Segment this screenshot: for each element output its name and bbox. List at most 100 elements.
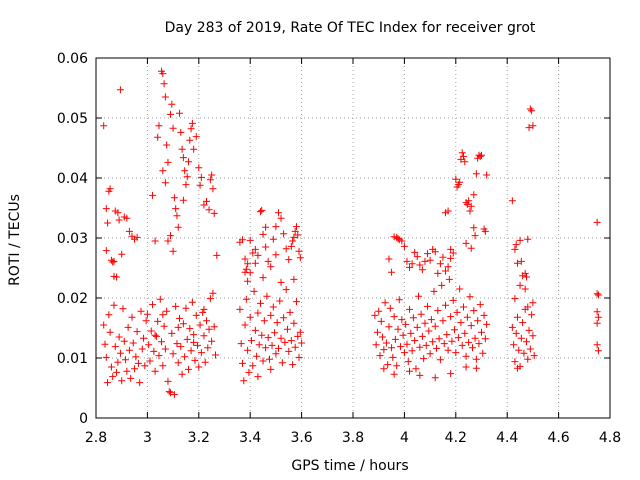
data-point xyxy=(431,322,439,330)
data-point xyxy=(242,295,250,303)
data-point xyxy=(470,224,478,232)
data-point xyxy=(173,212,181,220)
data-point xyxy=(436,356,444,364)
data-point xyxy=(154,317,162,325)
data-point xyxy=(442,267,450,275)
data-point xyxy=(462,352,470,360)
data-point xyxy=(411,337,419,345)
data-point xyxy=(400,242,408,250)
data-point xyxy=(161,345,169,353)
data-point xyxy=(439,317,447,325)
data-point xyxy=(290,233,298,241)
data-point xyxy=(194,341,202,349)
data-point xyxy=(120,337,128,345)
data-point xyxy=(150,347,158,355)
data-point xyxy=(452,349,460,357)
data-point xyxy=(403,257,411,265)
data-point xyxy=(137,307,145,315)
data-point xyxy=(104,379,112,387)
data-point xyxy=(593,319,601,327)
data-point xyxy=(114,358,122,366)
data-point xyxy=(138,345,146,353)
data-point xyxy=(390,370,398,378)
data-point xyxy=(164,377,172,385)
data-point xyxy=(159,362,167,370)
data-point xyxy=(298,339,306,347)
data-point xyxy=(102,205,110,213)
x-tick-label: 4.8 xyxy=(599,430,621,446)
data-point xyxy=(169,247,177,255)
data-point xyxy=(511,245,519,253)
data-point xyxy=(104,219,112,227)
data-point xyxy=(380,346,388,354)
data-point xyxy=(190,145,198,153)
data-point xyxy=(424,302,432,310)
data-point xyxy=(204,344,212,352)
x-tick-label: 3.2 xyxy=(188,430,210,446)
data-point xyxy=(265,355,273,363)
data-point xyxy=(151,367,159,375)
data-point xyxy=(424,250,432,258)
y-tick-label: 0.06 xyxy=(57,51,88,67)
data-point xyxy=(472,170,480,178)
data-point xyxy=(145,341,153,349)
data-point xyxy=(134,359,142,367)
data-point xyxy=(167,389,175,397)
x-tick-label: 4.2 xyxy=(445,430,467,446)
data-point xyxy=(241,321,249,329)
data-point xyxy=(181,167,189,175)
data-point xyxy=(470,191,478,199)
data-point xyxy=(127,374,135,382)
data-point xyxy=(388,344,396,352)
data-point xyxy=(278,359,286,367)
data-point xyxy=(272,223,280,231)
data-point xyxy=(439,253,447,261)
data-point xyxy=(151,331,159,339)
data-point xyxy=(418,332,426,340)
data-point xyxy=(269,235,277,243)
data-point xyxy=(400,349,408,357)
data-point xyxy=(436,260,444,268)
data-point xyxy=(170,194,178,202)
data-point xyxy=(269,303,277,311)
data-point xyxy=(237,340,245,348)
data-point xyxy=(251,326,259,334)
data-point xyxy=(164,237,172,245)
data-point xyxy=(259,274,267,282)
data-point xyxy=(196,181,204,189)
data-point xyxy=(185,158,193,166)
data-point xyxy=(456,178,464,186)
data-point xyxy=(136,379,144,387)
data-point xyxy=(260,317,268,325)
data-point xyxy=(456,285,464,293)
data-point xyxy=(520,349,528,357)
data-point xyxy=(461,158,469,166)
data-point xyxy=(398,237,406,245)
data-point xyxy=(447,370,455,378)
data-point xyxy=(481,227,489,235)
data-point xyxy=(128,313,136,321)
data-point xyxy=(463,313,471,321)
data-point xyxy=(516,236,524,244)
data-point xyxy=(183,173,191,181)
data-point xyxy=(146,357,154,365)
data-point xyxy=(272,350,280,358)
data-point xyxy=(190,331,198,339)
data-point xyxy=(429,338,437,346)
data-point xyxy=(399,331,407,339)
data-point xyxy=(196,321,204,329)
data-point xyxy=(594,347,602,355)
data-point xyxy=(458,149,466,157)
data-point xyxy=(115,333,123,341)
data-point xyxy=(444,346,452,354)
data-point xyxy=(466,207,474,215)
data-point xyxy=(253,352,261,360)
data-point xyxy=(246,269,254,277)
data-point xyxy=(481,335,489,343)
data-point xyxy=(376,352,384,360)
data-point xyxy=(515,346,523,354)
data-point xyxy=(149,301,157,309)
data-point xyxy=(155,122,163,130)
data-point xyxy=(109,373,117,381)
data-point xyxy=(386,304,394,312)
